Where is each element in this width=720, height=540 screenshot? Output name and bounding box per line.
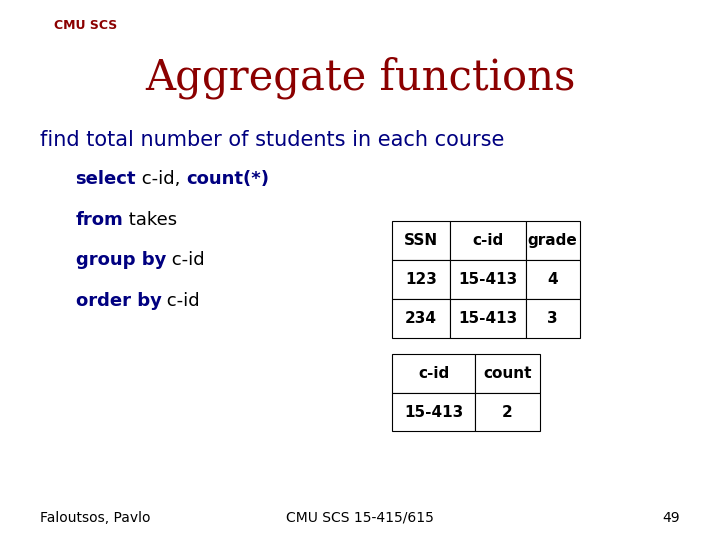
Text: find total number of students in each course: find total number of students in each co… bbox=[40, 130, 504, 150]
Text: CMU SCS 15-415/615: CMU SCS 15-415/615 bbox=[286, 511, 434, 525]
Text: 15-413: 15-413 bbox=[458, 311, 518, 326]
Text: 2: 2 bbox=[503, 404, 513, 420]
Text: count(*): count(*) bbox=[186, 170, 269, 188]
Text: Aggregate functions: Aggregate functions bbox=[145, 57, 575, 99]
Text: 15-413: 15-413 bbox=[404, 404, 464, 420]
Text: 15-413: 15-413 bbox=[458, 272, 518, 287]
Text: 123: 123 bbox=[405, 272, 437, 287]
Text: 3: 3 bbox=[547, 311, 558, 326]
Text: order by: order by bbox=[76, 292, 161, 309]
Text: from: from bbox=[76, 211, 123, 228]
Text: group by: group by bbox=[76, 251, 166, 269]
Text: c-id,: c-id, bbox=[136, 170, 186, 188]
Text: Faloutsos, Pavlo: Faloutsos, Pavlo bbox=[40, 511, 150, 525]
Text: c-id: c-id bbox=[472, 233, 503, 248]
Text: c-id: c-id bbox=[161, 292, 200, 309]
Text: 4: 4 bbox=[547, 272, 558, 287]
Text: grade: grade bbox=[528, 233, 577, 248]
Text: count: count bbox=[483, 366, 532, 381]
Text: 49: 49 bbox=[663, 511, 680, 525]
Text: c-id: c-id bbox=[166, 251, 204, 269]
Text: CMU SCS: CMU SCS bbox=[54, 19, 117, 32]
Text: takes: takes bbox=[123, 211, 177, 228]
Text: c-id: c-id bbox=[418, 366, 449, 381]
Text: SSN: SSN bbox=[404, 233, 438, 248]
Text: 234: 234 bbox=[405, 311, 437, 326]
Text: select: select bbox=[76, 170, 136, 188]
